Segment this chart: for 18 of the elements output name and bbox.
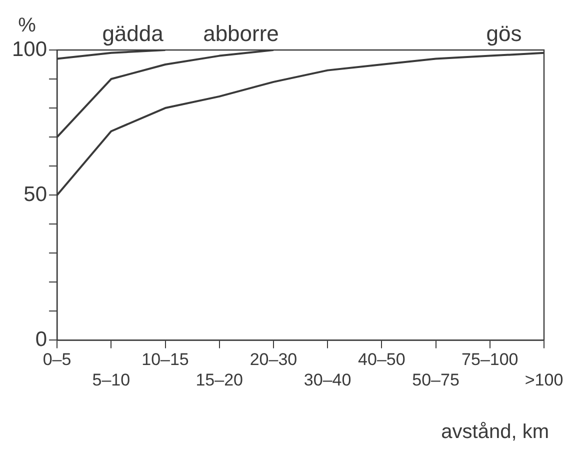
y-axis-title: % [18,14,36,37]
y-tick-label: 100 [12,38,48,61]
series-label: abborre [203,21,279,46]
y-tick-label: 0 [35,328,48,351]
x-tick-label: 5–10 [92,370,130,390]
x-tick-label: 75–100 [462,350,518,370]
x-tick-label: 0–5 [42,350,72,370]
x-tick-label: 15–20 [196,370,243,390]
x-tick-label: 20–30 [250,350,298,370]
x-tick-label: 10–15 [142,350,189,370]
y-tick-label: 50 [24,182,48,206]
x-tick-label: 40–50 [358,350,406,370]
series-label: gädda [102,21,164,46]
x-tick-label: >100 [524,370,564,390]
x-tick-label: 30–40 [304,370,352,390]
series-label: gös [486,21,522,46]
x-tick-label: 50–75 [412,370,460,390]
x-axis-title: avstånd, km [441,421,549,444]
